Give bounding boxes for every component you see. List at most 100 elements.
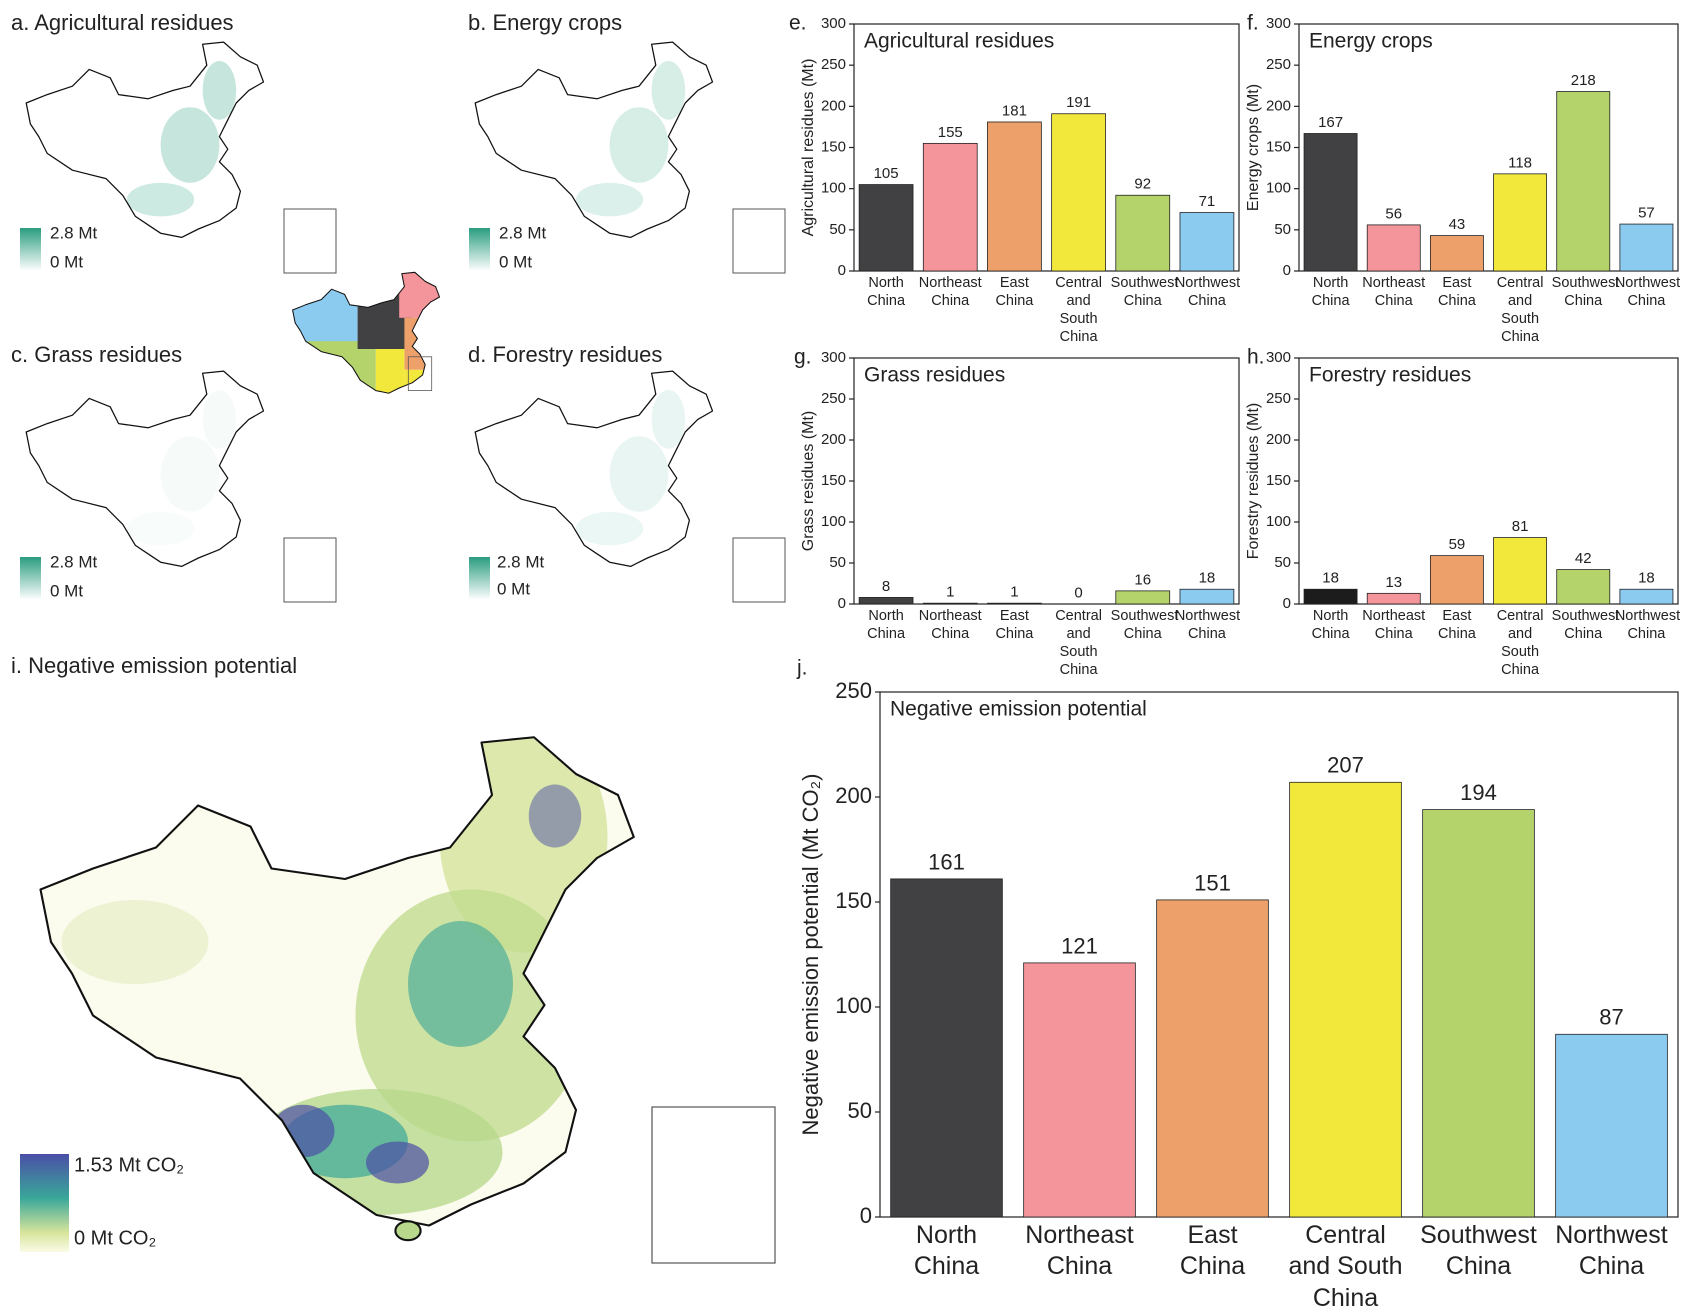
chart-title: Negative emission potential xyxy=(890,698,1147,721)
value-label: 59 xyxy=(1449,536,1466,553)
y-tick-label: 250 xyxy=(1266,390,1291,407)
legend-label: 0 Mt xyxy=(50,581,83,600)
bar xyxy=(1619,588,1674,605)
x-tick-label: Central and South China xyxy=(1288,1221,1403,1312)
value-label: 155 xyxy=(938,124,963,141)
y-tick-label: 150 xyxy=(1266,472,1291,489)
value-label: 92 xyxy=(1134,176,1151,193)
x-tick-label: Southwest China xyxy=(1551,275,1620,310)
y-tick-label: 50 xyxy=(848,1098,872,1123)
x-tick-label: North China xyxy=(867,608,906,643)
panel-label: g. xyxy=(794,346,812,369)
bar xyxy=(1179,212,1235,272)
y-tick-label: 200 xyxy=(1266,431,1291,448)
panel-label: j. xyxy=(796,657,808,680)
bar xyxy=(1179,588,1235,605)
y-tick-label: 50 xyxy=(829,221,846,238)
value-label: 0 xyxy=(1074,584,1082,601)
x-tick-label: Southwest China xyxy=(1110,608,1179,643)
map-c xyxy=(25,370,265,568)
value-label: 8 xyxy=(882,578,890,595)
plot-frame xyxy=(879,691,1679,1218)
value-label: 1 xyxy=(1010,584,1018,601)
legend-label: 2.8 Mt xyxy=(50,552,98,571)
x-tick-label: North China xyxy=(913,1221,980,1281)
chart-title: Agricultural residues xyxy=(864,30,1054,53)
x-tick-label: North China xyxy=(1311,275,1350,310)
y-tick-label: 150 xyxy=(821,472,846,489)
x-tick-label: East China xyxy=(995,275,1034,310)
value-label: 1 xyxy=(946,584,954,601)
bar xyxy=(1051,113,1106,272)
x-tick-label: Northeast China xyxy=(1362,608,1426,643)
bar xyxy=(1023,962,1136,1218)
value-label: 81 xyxy=(1512,518,1529,535)
insets xyxy=(283,208,786,603)
chart-title: Grass residues xyxy=(864,364,1005,387)
bar xyxy=(1289,781,1402,1218)
y-axis-label: Negative emission potential (Mt CO₂) xyxy=(798,774,823,1136)
y-tick-label: 200 xyxy=(821,97,846,114)
plot-frame xyxy=(1298,357,1679,605)
x-tick-label: Central and South China xyxy=(1055,608,1102,679)
y-tick-label: 150 xyxy=(821,138,846,155)
value-label: 71 xyxy=(1199,193,1216,210)
region-map xyxy=(292,271,441,394)
legend-label: 0 Mt xyxy=(50,252,83,271)
value-label: 18 xyxy=(1199,570,1216,587)
value-label: 191 xyxy=(1066,94,1091,111)
x-tick-label: Northwest China xyxy=(1614,608,1681,643)
x-tick-label: Central and South China xyxy=(1055,275,1102,346)
bar xyxy=(1366,224,1421,272)
legend-label: 2.8 Mt xyxy=(497,552,545,571)
map-title: a. Agricultural residues xyxy=(11,10,234,35)
x-tick-label: North China xyxy=(867,275,906,310)
y-tick-label: 150 xyxy=(835,888,872,913)
y-tick-label: 0 xyxy=(838,262,846,279)
y-tick-label: 200 xyxy=(835,783,872,808)
legend-label: 0 Mt xyxy=(497,579,530,598)
chart-title: Energy crops xyxy=(1309,30,1433,53)
x-tick-label: Northeast China xyxy=(1362,275,1426,310)
legend-label: 2.8 Mt xyxy=(499,223,547,242)
bar xyxy=(1493,537,1548,605)
x-tick-label: Northwest China xyxy=(1614,275,1681,310)
y-tick-label: 200 xyxy=(821,431,846,448)
map-b xyxy=(474,41,714,239)
y-tick-label: 250 xyxy=(1266,56,1291,73)
x-tick-label: Northwest China xyxy=(1555,1221,1668,1281)
bar xyxy=(1115,590,1171,605)
map-title: b. Energy crops xyxy=(468,10,622,35)
map-a xyxy=(25,41,265,239)
x-tick-label: North China xyxy=(1311,608,1350,643)
value-label: 194 xyxy=(1460,780,1497,805)
bar xyxy=(1366,592,1421,605)
value-label: 56 xyxy=(1385,205,1402,222)
bar xyxy=(1556,91,1611,272)
y-tick-label: 300 xyxy=(1266,349,1291,366)
x-tick-label: Northwest China xyxy=(1174,275,1241,310)
panel-label: h. xyxy=(1247,346,1265,369)
x-tick-label: East China xyxy=(1437,608,1476,643)
legend-label: 0 Mt CO₂ xyxy=(74,1227,156,1249)
y-tick-label: 50 xyxy=(829,554,846,571)
map-d xyxy=(474,370,714,568)
x-tick-label: Central and South China xyxy=(1496,608,1544,679)
y-tick-label: 250 xyxy=(821,56,846,73)
map-title: d. Forestry residues xyxy=(468,342,662,367)
y-tick-label: 300 xyxy=(821,15,846,32)
value-label: 18 xyxy=(1322,570,1339,587)
value-label: 13 xyxy=(1385,574,1402,591)
y-axis-label: Agricultural residues (Mt) xyxy=(800,59,817,237)
value-label: 16 xyxy=(1134,571,1151,588)
x-tick-label: Northwest China xyxy=(1174,608,1241,643)
y-tick-label: 0 xyxy=(860,1203,872,1228)
y-axis-label: Energy crops (Mt) xyxy=(1245,84,1262,211)
value-label: 151 xyxy=(1194,870,1231,895)
bar xyxy=(890,878,1003,1218)
map-title: i. Negative emission potential xyxy=(11,653,297,678)
bar xyxy=(1619,223,1674,272)
bar xyxy=(922,142,978,272)
